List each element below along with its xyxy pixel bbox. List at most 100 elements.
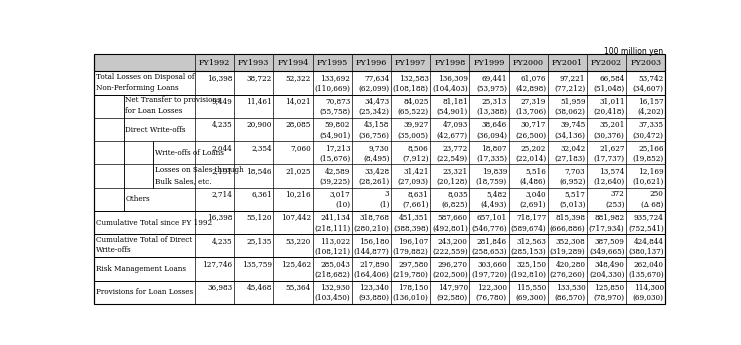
Text: (218,682): (218,682) — [314, 271, 350, 279]
Text: (285,153): (285,153) — [511, 248, 546, 256]
Text: (546,776): (546,776) — [471, 224, 507, 233]
Text: (276,260): (276,260) — [550, 271, 585, 279]
Text: 132,930: 132,930 — [320, 283, 350, 291]
Text: (204,330): (204,330) — [589, 271, 625, 279]
Text: Direct Write-offs: Direct Write-offs — [125, 126, 186, 134]
Text: 133,530: 133,530 — [556, 283, 585, 291]
Text: FY2003: FY2003 — [630, 59, 661, 67]
Text: 657,101: 657,101 — [476, 214, 507, 221]
Text: 115,550: 115,550 — [516, 283, 546, 291]
Text: 217,890: 217,890 — [359, 260, 389, 268]
Text: FY1995: FY1995 — [316, 59, 348, 67]
Text: 7,703: 7,703 — [565, 167, 585, 175]
Text: Risk Management Loans: Risk Management Loans — [96, 265, 186, 273]
Text: FY2002: FY2002 — [591, 59, 622, 67]
Text: 348,490: 348,490 — [595, 260, 625, 268]
Text: 3,017: 3,017 — [330, 190, 350, 198]
Text: (65,522): (65,522) — [397, 108, 428, 116]
Text: FY1996: FY1996 — [356, 59, 387, 67]
Text: (39,225): (39,225) — [319, 178, 350, 186]
Text: 30,717: 30,717 — [521, 120, 546, 128]
Text: (30,472): (30,472) — [633, 131, 664, 139]
Text: 51,959: 51,959 — [560, 97, 585, 105]
Text: (4,202): (4,202) — [637, 108, 664, 116]
Text: 81,181: 81,181 — [442, 97, 468, 105]
Text: 718,177: 718,177 — [516, 214, 546, 221]
Text: 53,220: 53,220 — [286, 237, 311, 245]
Text: 66,584: 66,584 — [599, 74, 625, 82]
Text: 13,574: 13,574 — [599, 167, 625, 175]
Text: FY1998: FY1998 — [434, 59, 465, 67]
Text: 25,202: 25,202 — [521, 144, 546, 152]
Text: 6,361: 6,361 — [251, 190, 272, 198]
Text: Write-offs: Write-offs — [96, 246, 131, 255]
Text: 3,040: 3,040 — [525, 190, 546, 198]
Text: (164,406): (164,406) — [353, 271, 389, 279]
Text: 262,040: 262,040 — [634, 260, 664, 268]
Text: Bulk Sales, etc.: Bulk Sales, etc. — [155, 177, 211, 185]
Text: 8,631: 8,631 — [408, 190, 428, 198]
Text: 296,270: 296,270 — [438, 260, 468, 268]
Text: 18,807: 18,807 — [482, 144, 507, 152]
Text: 25,313: 25,313 — [482, 97, 507, 105]
Text: (12,640): (12,640) — [594, 178, 625, 186]
Text: Net Transfer to provisions: Net Transfer to provisions — [125, 97, 221, 105]
Text: (666,886): (666,886) — [550, 224, 585, 233]
Text: (86,570): (86,570) — [554, 294, 585, 302]
Text: (27,183): (27,183) — [554, 155, 585, 162]
Text: 39,927: 39,927 — [403, 120, 428, 128]
Text: (93,880): (93,880) — [359, 294, 389, 302]
Text: (7,661): (7,661) — [402, 201, 428, 209]
Text: 451,351: 451,351 — [399, 214, 428, 221]
Text: (20,418): (20,418) — [594, 108, 625, 116]
Text: (92,580): (92,580) — [436, 294, 468, 302]
Text: 55,120: 55,120 — [246, 214, 272, 221]
Text: 47,093: 47,093 — [442, 120, 468, 128]
Text: 127,746: 127,746 — [202, 260, 233, 268]
Text: 16,398: 16,398 — [207, 214, 233, 221]
Text: (55,758): (55,758) — [319, 108, 350, 116]
Text: 935,724: 935,724 — [634, 214, 664, 221]
Text: 125,850: 125,850 — [594, 283, 625, 291]
Text: (179,882): (179,882) — [393, 248, 428, 256]
Text: (22,549): (22,549) — [436, 155, 468, 162]
Text: (7,912): (7,912) — [402, 155, 428, 162]
Text: 297,580: 297,580 — [399, 260, 428, 268]
Text: 178,150: 178,150 — [399, 283, 428, 291]
Text: 33,428: 33,428 — [365, 167, 389, 175]
Text: (219,780): (219,780) — [393, 271, 428, 279]
Text: 352,308: 352,308 — [556, 237, 585, 245]
Text: (13,706): (13,706) — [515, 108, 546, 116]
Text: 20,900: 20,900 — [247, 120, 272, 128]
Text: 61,076: 61,076 — [521, 74, 546, 82]
Text: 100 million yen: 100 million yen — [604, 47, 663, 56]
Text: 14,021: 14,021 — [285, 97, 311, 105]
Text: 424,844: 424,844 — [634, 237, 664, 245]
Text: (25,342): (25,342) — [359, 108, 389, 116]
Text: 132,583: 132,583 — [399, 74, 428, 82]
Text: 42,589: 42,589 — [325, 167, 350, 175]
Text: Non-Performing Loans: Non-Performing Loans — [96, 84, 179, 92]
Text: (103,450): (103,450) — [314, 294, 350, 302]
Text: Write-offs of Loans: Write-offs of Loans — [155, 149, 224, 157]
Bar — [94, 55, 665, 71]
Text: 156,180: 156,180 — [359, 237, 389, 245]
Text: 113,022: 113,022 — [320, 237, 350, 245]
Text: (78,970): (78,970) — [594, 294, 625, 302]
Text: (280,210): (280,210) — [353, 224, 389, 233]
Text: 312,563: 312,563 — [516, 237, 546, 245]
Text: Others: Others — [125, 195, 150, 203]
Text: (27,093): (27,093) — [398, 178, 428, 186]
Text: FY1994: FY1994 — [277, 59, 308, 67]
Text: FY1999: FY1999 — [473, 59, 505, 67]
Text: (77,212): (77,212) — [554, 85, 585, 93]
Text: FY1992: FY1992 — [199, 59, 230, 67]
Text: 5,517: 5,517 — [565, 190, 585, 198]
Text: 16,398: 16,398 — [207, 74, 233, 82]
Text: (4,493): (4,493) — [481, 201, 507, 209]
Text: 19,839: 19,839 — [482, 167, 507, 175]
Text: (144,877): (144,877) — [353, 248, 389, 256]
Text: (69,030): (69,030) — [633, 294, 664, 302]
Text: for Loan Losses: for Loan Losses — [125, 107, 182, 115]
Text: (53,975): (53,975) — [476, 85, 507, 93]
